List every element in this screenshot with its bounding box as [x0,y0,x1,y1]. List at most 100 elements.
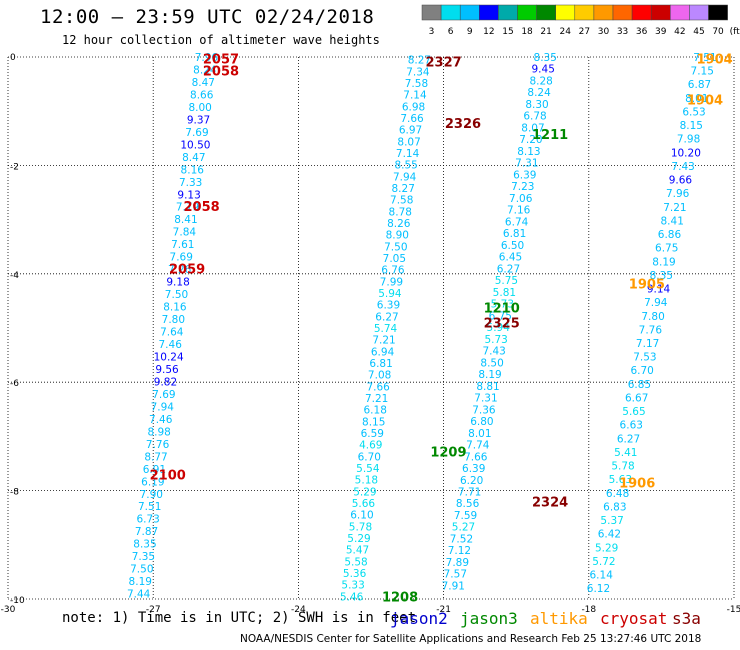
swh-value-track-c: 5.73 [484,334,507,346]
swh-value-track-c: 8.13 [517,146,540,158]
swh-value-track-a: 7.90 [140,489,163,501]
swh-value-track-a: 7.84 [173,227,197,239]
swh-value-track-d: 6.27 [617,433,640,445]
pass-label: 2327 [426,55,462,70]
swh-value-track-b: 5.54 [356,463,380,475]
swh-value-track-d: 8.19 [652,256,675,268]
swh-value-track-a: 8.16 [181,164,205,176]
x-tick-label: -15 [727,605,740,615]
swh-value-track-b: 7.21 [372,335,395,347]
pass-label: 2058 [203,65,239,80]
swh-value-track-c: 8.01 [468,428,491,440]
swh-value-track-a: 8.47 [192,77,215,89]
swh-value-track-b: 7.34 [406,66,430,78]
swh-value-track-a: 7.26 [168,264,192,276]
swh-value-track-b: 7.58 [390,195,413,207]
colorbar-label: 12 [483,27,494,37]
swh-value-track-d: 9.14 [647,284,671,296]
x-tick-label: -30 [1,605,16,615]
colorbar-swatch [708,4,728,21]
x-tick-label: -24 [291,605,306,615]
swh-value-track-b: 5.94 [378,288,402,300]
y-tick-label: 0 [10,53,16,63]
colorbar-label: 6 [448,27,454,37]
swh-value-track-c: 5.94 [487,322,511,334]
swh-value-track-d: 5.37 [600,515,623,527]
colorbar-label: 70 [712,27,724,37]
y-tick-label: -2 [10,162,19,172]
swh-value-track-b: 4.69 [359,440,382,452]
y-tick-label: -10 [10,596,25,606]
swh-value-track-c: 8.35 [534,52,557,64]
swh-value-track-b: 8.27 [392,183,415,195]
swh-value-track-c: 8.56 [456,498,480,510]
swh-value-track-a: 10.24 [154,351,184,363]
swh-value-track-b: 7.50 [384,241,407,253]
swh-value-track-b: 6.59 [361,428,384,440]
swh-value-track-c: 6.45 [499,252,522,264]
swh-value-track-d: 7.17 [636,338,659,350]
swh-value-track-d: 5.29 [595,542,618,554]
pass-label: 2100 [150,468,186,483]
swh-value-track-a: 8.98 [147,426,170,438]
pass-label: 1906 [619,476,655,491]
swh-value-track-c: 6.27 [497,263,520,275]
pass-label: 2326 [445,117,481,132]
colorbar-label: 24 [560,27,572,37]
swh-value-track-b: 5.33 [341,580,364,592]
swh-value-track-a: 7.61 [171,239,194,251]
swh-value-track-a: 7.80 [162,314,185,326]
swh-value-track-b: 6.97 [399,125,422,137]
swh-value-track-c: 6.75 [489,310,512,322]
swh-value-track-b: 5.29 [353,486,376,498]
legend-item-s3a: s3a [672,609,701,628]
swh-value-track-d: 5.78 [611,461,634,473]
swh-value-track-b: 8.90 [386,230,409,242]
swh-value-track-c: 7.52 [450,533,473,545]
swh-value-track-c: 8.24 [527,87,551,99]
chart-title: 12:00 – 23:59 UTC 02/24/2018 [40,6,375,28]
colorbar-label: 18 [521,27,533,37]
swh-value-track-b: 6.76 [381,265,405,277]
colorbar-label: 15 [502,27,513,37]
pass-label: 1208 [382,590,418,605]
swh-value-track-c: 6.50 [501,240,524,252]
swh-value-track-c: 7.20 [519,134,542,146]
swh-value-track-b: 6.98 [402,101,425,113]
swh-value-track-c: 6.39 [513,169,536,181]
swh-value-track-c: 8.30 [525,99,548,111]
swh-value-track-a: 8.16 [163,302,187,314]
swh-value-track-c: 8.28 [529,75,552,87]
swh-value-track-a: 8.00 [188,102,211,114]
swh-value-track-c: 7.59 [454,510,477,522]
swh-value-track-d: 7.43 [671,161,694,173]
swh-value-track-b: 6.81 [369,358,392,370]
swh-value-track-a: 8.77 [144,451,167,463]
swh-value-track-b: 8.07 [397,136,420,148]
swh-value-track-c: 7.89 [446,557,469,569]
swh-value-track-b: 8.26 [387,218,411,230]
colorbar-label: 21 [540,27,551,37]
swh-value-track-c: 6.39 [462,463,485,475]
swh-value-track-b: 8.78 [389,206,412,218]
swh-value-track-c: 8.50 [480,357,503,369]
swh-value-track-b: 5.36 [343,568,367,580]
x-tick-label: -18 [581,605,596,615]
swh-value-track-a: 7.96 [195,52,219,64]
plot-area: -30 -27 -24 -21 -18 -150-2-4-6-8-107.968.248.… [1,52,740,615]
x-tick-label: -21 [436,605,451,615]
swh-value-track-c: 7.12 [448,545,471,557]
swh-value-track-a: 7.50 [165,289,188,301]
swh-value-track-c: 6.74 [505,216,529,228]
swh-value-track-a: 7.94 [151,401,175,413]
swh-value-track-d: 9.66 [669,175,693,187]
swh-value-track-d: 6.70 [630,365,653,377]
swh-value-track-c: 7.31 [515,158,538,170]
swh-value-track-c: 7.43 [482,346,505,358]
pass-label: 2324 [532,495,568,510]
swh-value-track-c: 8.81 [476,381,499,393]
swh-value-track-b: 7.99 [380,276,403,288]
swh-value-track-a: 8.19 [129,576,152,588]
swh-value-track-c: 6.81 [503,228,526,240]
